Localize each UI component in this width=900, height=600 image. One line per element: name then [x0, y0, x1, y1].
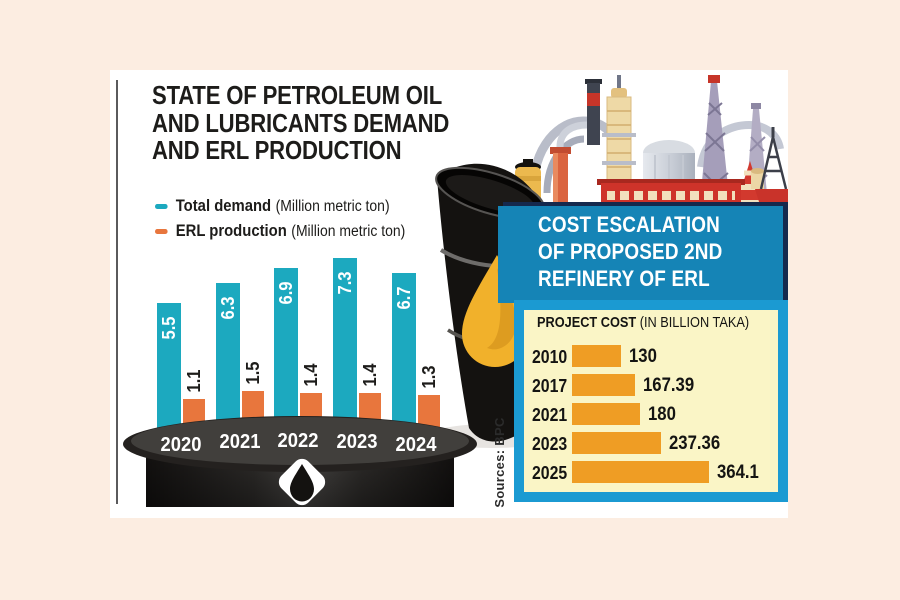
project-cost-heading-bold: PROJECT COST: [537, 314, 637, 331]
title-line-3: AND ERL PRODUCTION: [152, 135, 402, 165]
left-rule: [116, 80, 118, 504]
cost-header-text: COST ESCALATION OF PROPOSED 2ND REFINERY…: [538, 211, 722, 292]
project-cost-chart: 2010 130 2017 167.39 2021 180 2023 237.36 2025 36…: [524, 310, 778, 492]
cost-value-label: 180: [648, 404, 676, 425]
cost-value-label: 237.36: [669, 433, 721, 454]
demand-swatch-icon: [155, 204, 168, 209]
project-cost-heading-unit: (IN BILLION TAKA): [636, 314, 750, 331]
cost-bar: [572, 461, 709, 483]
legend-production-label: ERL production: [175, 222, 287, 240]
main-chart-title: STATE OF PETROLEUM OIL AND LUBRICANTS DE…: [152, 80, 502, 165]
production-swatch-icon: [155, 229, 168, 234]
demand-value-label: 6.9: [276, 280, 297, 305]
cost-header-line-3: REFINERY OF ERL: [538, 266, 710, 291]
project-cost-panel: PROJECT COST (IN BILLION TAKA) 2010 130 20…: [514, 300, 788, 502]
oil-barrel-lid: [123, 416, 477, 507]
source-label: Sources: BPC: [492, 417, 507, 508]
cost-bar: [572, 403, 640, 425]
cost-bar: [572, 432, 661, 454]
cost-year-label: 2023: [532, 434, 568, 454]
project-cost-heading: PROJECT COST (IN BILLION TAKA): [537, 314, 749, 331]
cost-bar: [572, 374, 635, 396]
cost-year-label: 2010: [532, 347, 568, 367]
production-value-label: 1.4: [301, 363, 322, 387]
cost-panel-header: COST ESCALATION OF PROPOSED 2ND REFINERY…: [498, 206, 783, 303]
production-value-label: 1.1: [184, 369, 204, 393]
cost-value-label: 364.1: [717, 462, 759, 483]
demand-value-label: 7.3: [335, 270, 356, 295]
cost-value-label: 130: [629, 346, 657, 367]
chart-legend: Total demand (Million metric ton) ERL pr…: [155, 194, 433, 244]
cost-year-label: 2025: [532, 463, 568, 483]
demand-value-label: 6.3: [217, 295, 238, 320]
title-line-2: AND LUBRICANTS DEMAND: [152, 107, 450, 138]
oil-drop-icon: [290, 464, 314, 502]
legend-demand-label: Total demand: [175, 197, 272, 215]
barrel-top-face: [131, 417, 469, 465]
cost-year-label: 2017: [532, 376, 568, 396]
legend-production-unit: (Million metric ton): [291, 222, 406, 240]
legend-demand-unit: (Million metric ton): [275, 197, 390, 215]
infographic-card: STATE OF PETROLEUM OIL AND LUBRICANTS DE…: [110, 70, 788, 518]
legend-row-production: ERL production (Million metric ton): [155, 219, 405, 244]
cost-value-label: 167.39: [643, 375, 695, 396]
cost-header-line-1: COST ESCALATION: [538, 212, 720, 237]
production-value-label: 1.5: [242, 361, 263, 385]
title-line-1: STATE OF PETROLEUM OIL: [152, 80, 443, 110]
cost-year-label: 2021: [532, 405, 568, 425]
demand-value-label: 5.5: [159, 315, 179, 340]
legend-row-demand: Total demand (Million metric ton): [155, 194, 405, 219]
cost-bar: [572, 345, 621, 367]
cost-header-line-2: OF PROPOSED 2ND: [538, 239, 723, 264]
